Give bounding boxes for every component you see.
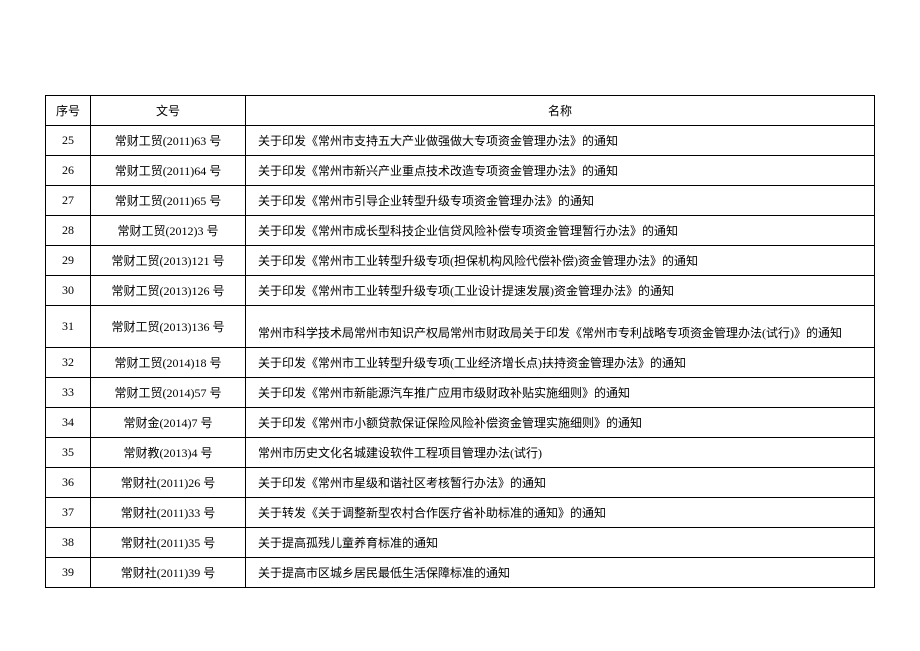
table-row: 38常财社(2011)35 号关于提高孤残儿童养育标准的通知 (46, 528, 875, 558)
cell-name: 关于印发《常州市新能源汽车推广应用市级财政补贴实施细则》的通知 (246, 378, 875, 408)
cell-docnum: 常财社(2011)39 号 (91, 558, 246, 588)
cell-name: 关于提高市区城乡居民最低生活保障标准的通知 (246, 558, 875, 588)
cell-name: 关于印发《常州市成长型科技企业信贷风险补偿专项资金管理暂行办法》的通知 (246, 216, 875, 246)
cell-seq: 28 (46, 216, 91, 246)
cell-name: 关于印发《常州市工业转型升级专项(担保机构风险代偿补偿)资金管理办法》的通知 (246, 246, 875, 276)
table-row: 37常财社(2011)33 号关于转发《关于调整新型农村合作医疗省补助标准的通知… (46, 498, 875, 528)
table-row: 30常财工贸(2013)126 号关于印发《常州市工业转型升级专项(工业设计提速… (46, 276, 875, 306)
cell-docnum: 常财金(2014)7 号 (91, 408, 246, 438)
header-name: 名称 (246, 96, 875, 126)
cell-docnum: 常财工贸(2014)57 号 (91, 378, 246, 408)
cell-docnum: 常财工贸(2011)64 号 (91, 156, 246, 186)
cell-seq: 26 (46, 156, 91, 186)
cell-name: 关于印发《常州市新兴产业重点技术改造专项资金管理办法》的通知 (246, 156, 875, 186)
cell-seq: 31 (46, 306, 91, 348)
cell-seq: 29 (46, 246, 91, 276)
cell-seq: 25 (46, 126, 91, 156)
cell-docnum: 常财社(2011)26 号 (91, 468, 246, 498)
table-header-row: 序号 文号 名称 (46, 96, 875, 126)
cell-name: 关于印发《常州市支持五大产业做强做大专项资金管理办法》的通知 (246, 126, 875, 156)
cell-docnum: 常财工贸(2014)18 号 (91, 348, 246, 378)
table-row: 36常财社(2011)26 号关于印发《常州市星级和谐社区考核暂行办法》的通知 (46, 468, 875, 498)
table-row: 28常财工贸(2012)3 号关于印发《常州市成长型科技企业信贷风险补偿专项资金… (46, 216, 875, 246)
document-table: 序号 文号 名称 25常财工贸(2011)63 号关于印发《常州市支持五大产业做… (45, 95, 875, 588)
table-row: 29常财工贸(2013)121 号关于印发《常州市工业转型升级专项(担保机构风险… (46, 246, 875, 276)
cell-docnum: 常财社(2011)35 号 (91, 528, 246, 558)
table-row: 39常财社(2011)39 号关于提高市区城乡居民最低生活保障标准的通知 (46, 558, 875, 588)
cell-name: 关于印发《常州市小额贷款保证保险风险补偿资金管理实施细则》的通知 (246, 408, 875, 438)
cell-docnum: 常财工贸(2011)65 号 (91, 186, 246, 216)
table-row: 32常财工贸(2014)18 号关于印发《常州市工业转型升级专项(工业经济增长点… (46, 348, 875, 378)
cell-seq: 34 (46, 408, 91, 438)
cell-docnum: 常财工贸(2013)121 号 (91, 246, 246, 276)
cell-docnum: 常财工贸(2011)63 号 (91, 126, 246, 156)
cell-name: 关于印发《常州市工业转型升级专项(工业设计提速发展)资金管理办法》的通知 (246, 276, 875, 306)
header-seq: 序号 (46, 96, 91, 126)
header-docnum: 文号 (91, 96, 246, 126)
cell-seq: 27 (46, 186, 91, 216)
table-row: 35常财教(2013)4 号常州市历史文化名城建设软件工程项目管理办法(试行) (46, 438, 875, 468)
cell-name: 关于提高孤残儿童养育标准的通知 (246, 528, 875, 558)
cell-name: 关于转发《关于调整新型农村合作医疗省补助标准的通知》的通知 (246, 498, 875, 528)
cell-seq: 32 (46, 348, 91, 378)
table-row: 31常财工贸(2013)136 号常州市科学技术局常州市知识产权局常州市财政局关… (46, 306, 875, 348)
cell-docnum: 常财工贸(2013)126 号 (91, 276, 246, 306)
cell-seq: 37 (46, 498, 91, 528)
cell-name: 常州市历史文化名城建设软件工程项目管理办法(试行) (246, 438, 875, 468)
cell-seq: 35 (46, 438, 91, 468)
table-row: 34常财金(2014)7 号关于印发《常州市小额贷款保证保险风险补偿资金管理实施… (46, 408, 875, 438)
cell-seq: 38 (46, 528, 91, 558)
cell-docnum: 常财工贸(2013)136 号 (91, 306, 246, 348)
table-row: 25常财工贸(2011)63 号关于印发《常州市支持五大产业做强做大专项资金管理… (46, 126, 875, 156)
cell-docnum: 常财工贸(2012)3 号 (91, 216, 246, 246)
cell-seq: 30 (46, 276, 91, 306)
cell-seq: 36 (46, 468, 91, 498)
table-row: 26常财工贸(2011)64 号关于印发《常州市新兴产业重点技术改造专项资金管理… (46, 156, 875, 186)
cell-docnum: 常财社(2011)33 号 (91, 498, 246, 528)
table-row: 33常财工贸(2014)57 号关于印发《常州市新能源汽车推广应用市级财政补贴实… (46, 378, 875, 408)
cell-name: 关于印发《常州市星级和谐社区考核暂行办法》的通知 (246, 468, 875, 498)
cell-docnum: 常财教(2013)4 号 (91, 438, 246, 468)
cell-seq: 39 (46, 558, 91, 588)
cell-seq: 33 (46, 378, 91, 408)
table-row: 27常财工贸(2011)65 号关于印发《常州市引导企业转型升级专项资金管理办法… (46, 186, 875, 216)
cell-name: 常州市科学技术局常州市知识产权局常州市财政局关于印发《常州市专利战略专项资金管理… (246, 306, 875, 348)
cell-name: 关于印发《常州市工业转型升级专项(工业经济增长点)扶持资金管理办法》的通知 (246, 348, 875, 378)
cell-name: 关于印发《常州市引导企业转型升级专项资金管理办法》的通知 (246, 186, 875, 216)
